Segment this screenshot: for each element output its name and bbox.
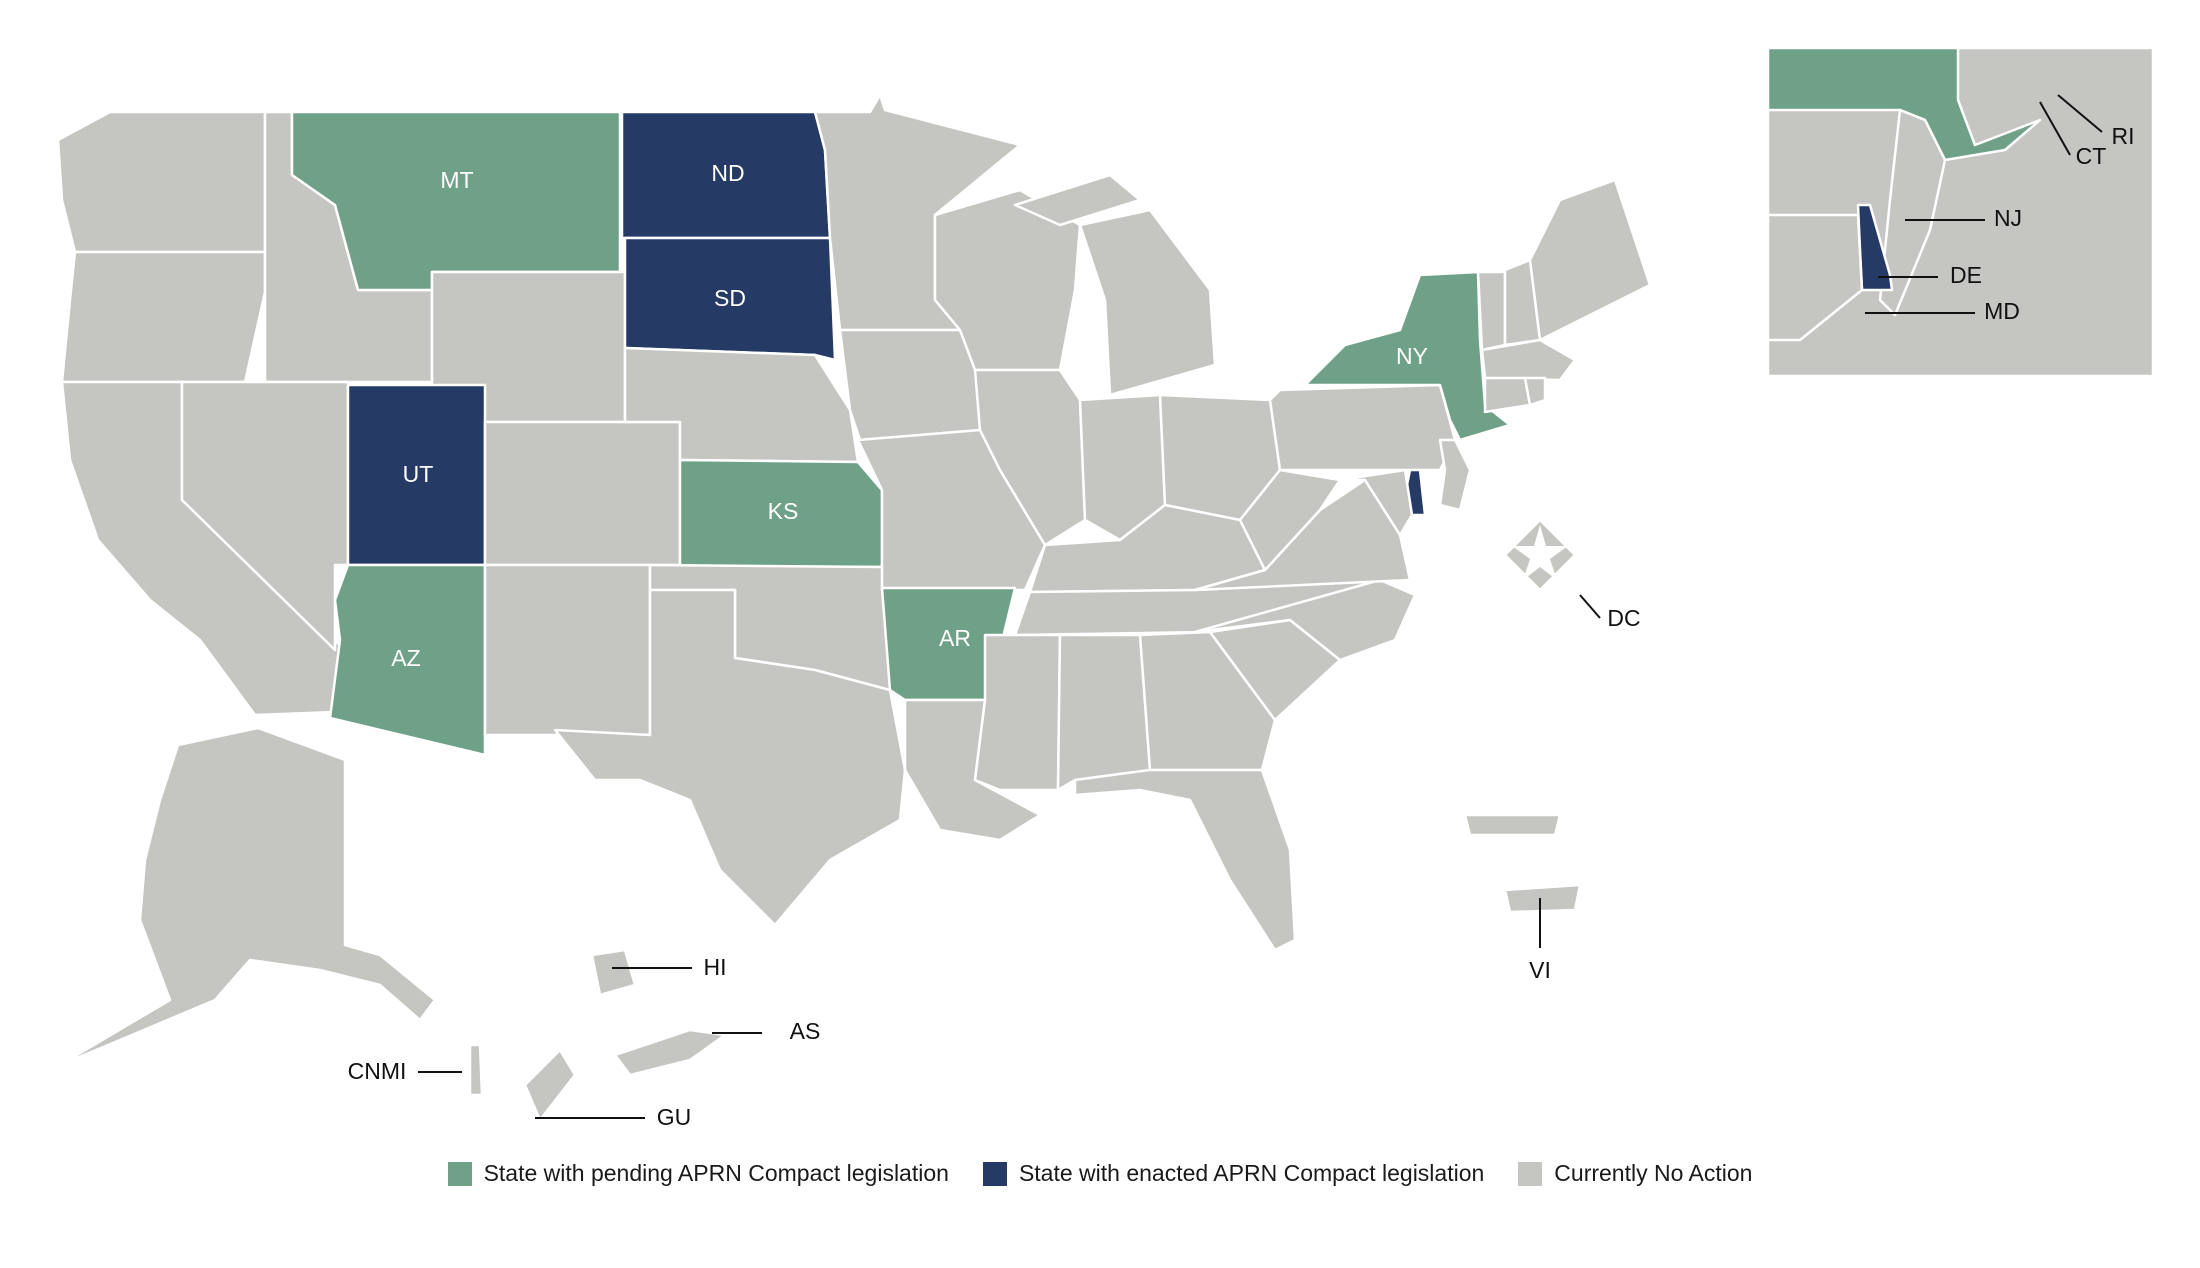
state-CT[interactable]	[1483, 376, 1532, 414]
territory-GU[interactable]	[523, 1048, 577, 1122]
state-MA[interactable]	[1480, 338, 1577, 382]
legend-item-pending: State with pending APRN Compact legislat…	[447, 1160, 949, 1187]
state-MS[interactable]	[973, 633, 1062, 792]
state-CO[interactable]	[483, 420, 682, 567]
legend: State with pending APRN Compact legislat…	[0, 1160, 2200, 1187]
state-MI[interactable]	[1013, 173, 1217, 397]
state-WA[interactable]	[56, 110, 267, 254]
state-AL[interactable]	[1056, 633, 1152, 792]
state-HI[interactable]	[590, 948, 637, 997]
label-NY: NY	[1396, 343, 1428, 369]
label-ND: ND	[711, 160, 744, 186]
label-DC: DC	[1607, 605, 1640, 631]
inset-NY[interactable]	[1766, 46, 2042, 162]
state-OR[interactable]	[60, 250, 267, 384]
legend-label-pending: State with pending APRN Compact legislat…	[483, 1160, 949, 1186]
label-CNMI: CNMI	[348, 1058, 407, 1084]
inset-NJ[interactable]	[1878, 108, 1947, 317]
state-TX[interactable]	[553, 588, 907, 927]
label-AS: AS	[790, 1018, 821, 1044]
state-MD[interactable]	[1338, 468, 1414, 537]
state-NY[interactable]	[1303, 270, 1512, 442]
territory-PR[interactable]	[1463, 813, 1562, 837]
territory-VI[interactable]	[1503, 883, 1582, 914]
state-RI[interactable]	[1523, 376, 1547, 407]
label-GU: GU	[657, 1104, 692, 1130]
label-CT: CT	[2076, 143, 2107, 169]
label-NJ: NJ	[1994, 205, 2022, 231]
dc-star-icon	[1512, 525, 1568, 580]
state-AK[interactable]	[58, 726, 437, 1067]
legend-swatch-none	[1518, 1161, 1543, 1186]
state-NJ[interactable]	[1438, 438, 1472, 512]
label-VI: VI	[1529, 957, 1551, 983]
legend-label-enacted: State with enacted APRN Compact legislat…	[1018, 1160, 1485, 1186]
leader-DC	[1579, 594, 1601, 619]
inset-MD[interactable]	[1766, 213, 1864, 342]
legend-item-enacted: State with enacted APRN Compact legislat…	[982, 1160, 1485, 1187]
state-ME[interactable]	[1528, 178, 1652, 342]
state-IL[interactable]	[973, 368, 1087, 547]
legend-label-none: Currently No Action	[1554, 1160, 1753, 1186]
leader-RI	[2057, 94, 2103, 133]
legend-swatch-pending	[447, 1161, 472, 1186]
state-PA[interactable]	[1268, 383, 1457, 472]
label-AR: AR	[939, 625, 971, 651]
legend-swatch-enacted	[982, 1161, 1007, 1186]
label-DE: DE	[1950, 262, 1982, 288]
leader-CT	[2039, 101, 2071, 156]
label-SD: SD	[714, 285, 746, 311]
legend-item-none: Currently No Action	[1518, 1160, 1752, 1187]
label-MT: MT	[440, 167, 473, 193]
label-UT: UT	[403, 461, 434, 487]
label-KS: KS	[768, 498, 799, 524]
label-RI: RI	[2112, 123, 2135, 149]
state-NV[interactable]	[180, 380, 350, 652]
state-NM[interactable]	[483, 563, 652, 737]
label-AZ: AZ	[391, 645, 420, 671]
territory-CNMI[interactable]	[468, 1043, 484, 1097]
state-FL[interactable]	[1073, 768, 1297, 952]
state-SD[interactable]	[623, 236, 837, 362]
label-MD: MD	[1984, 298, 2020, 324]
label-HI: HI	[704, 954, 727, 980]
state-VT[interactable]	[1476, 270, 1507, 352]
territory-AS[interactable]	[613, 1028, 727, 1077]
